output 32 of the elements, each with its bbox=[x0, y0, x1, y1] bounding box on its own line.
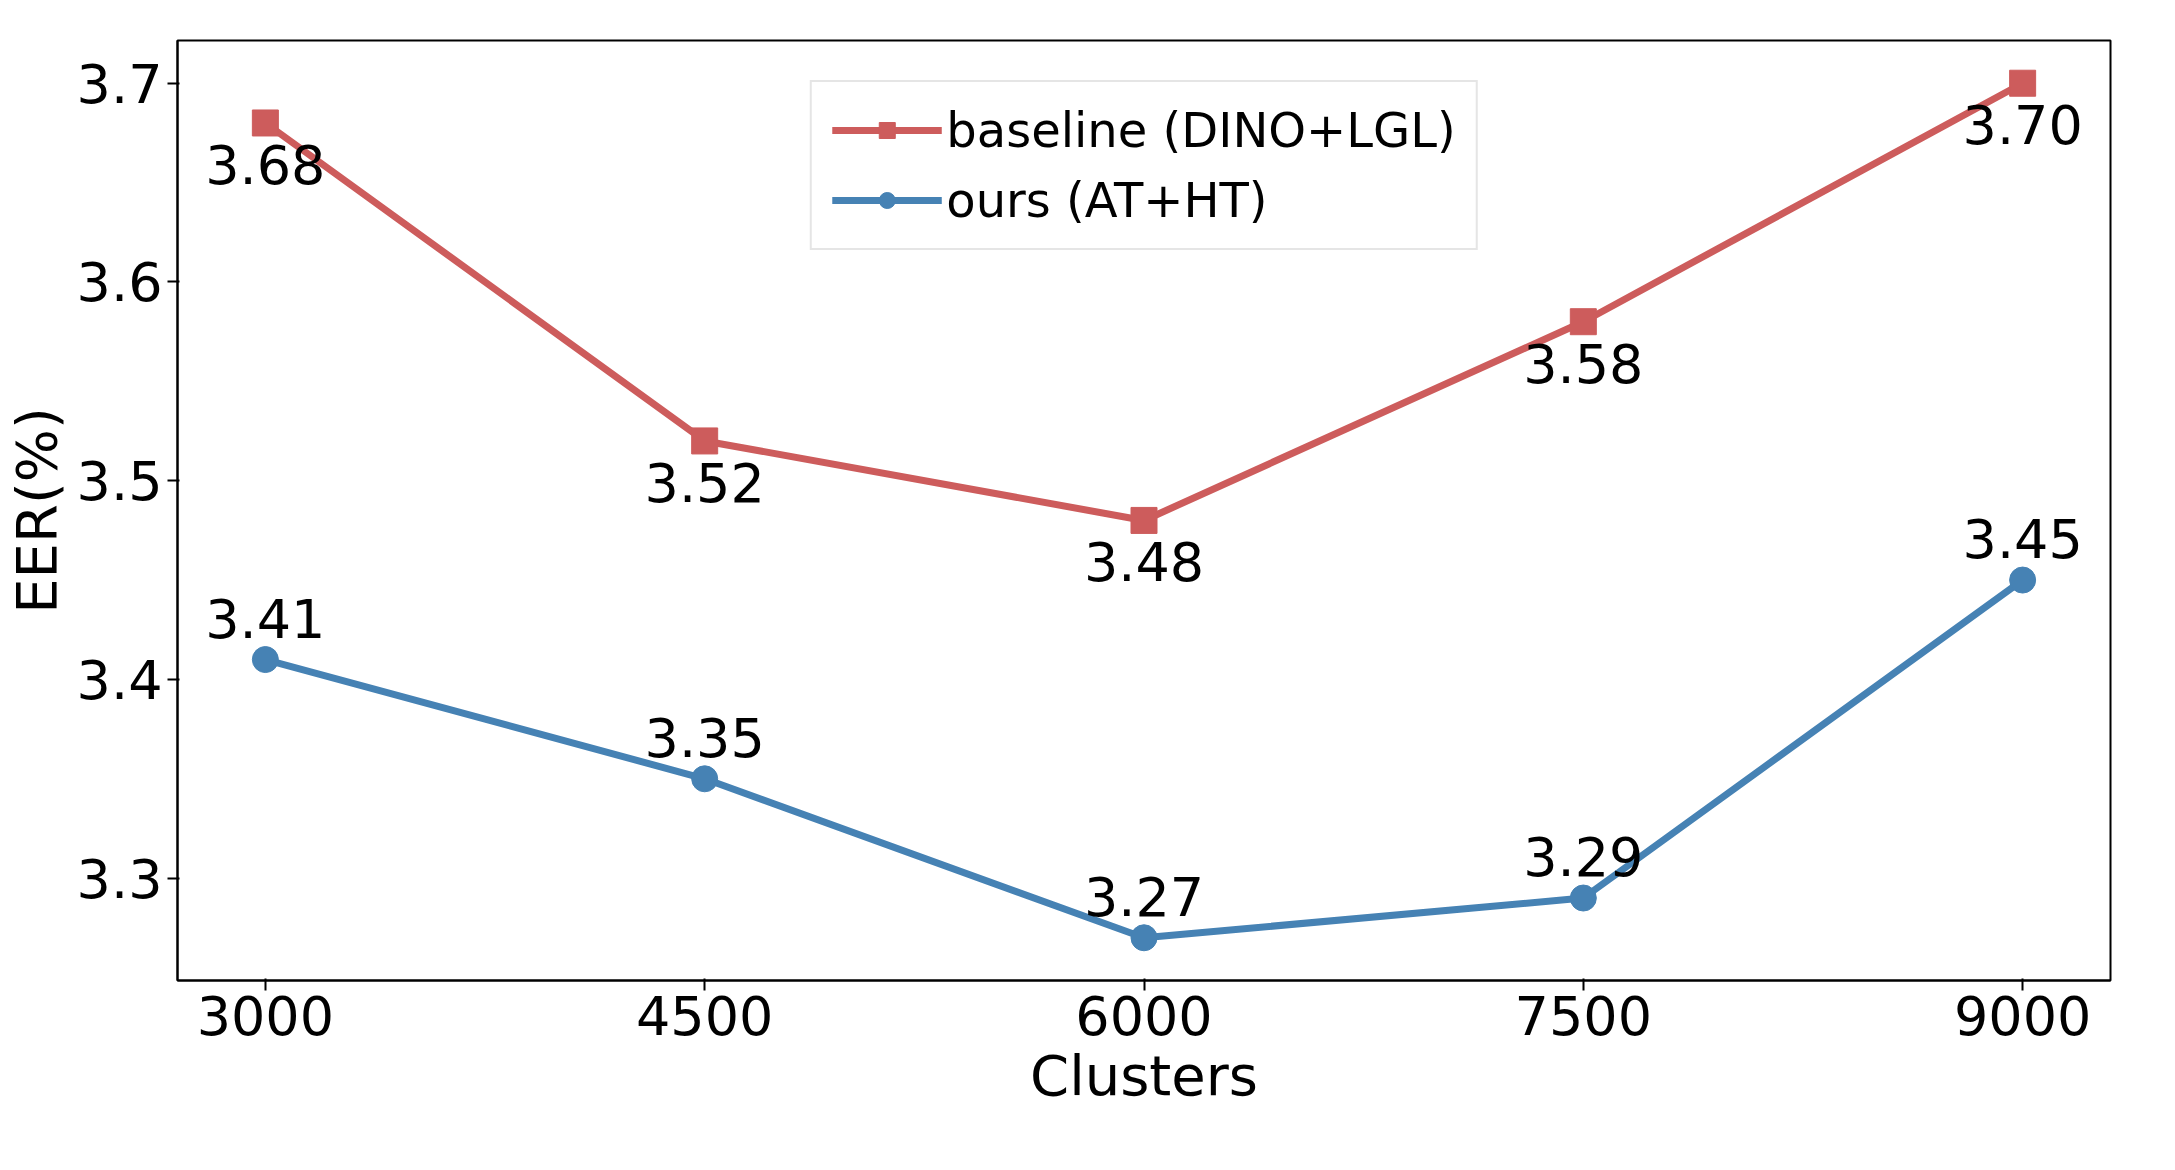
y-tick-label: 3.3 bbox=[76, 847, 163, 911]
y-tick-label: 3.7 bbox=[76, 52, 163, 116]
data-label: 3.58 bbox=[1523, 332, 1644, 396]
data-label: 3.70 bbox=[1962, 94, 2083, 158]
x-tick-label: 9000 bbox=[1953, 984, 2092, 1048]
point bbox=[1569, 308, 1597, 336]
data-label: 3.41 bbox=[205, 587, 326, 651]
point bbox=[2009, 566, 2037, 594]
point bbox=[251, 646, 279, 674]
y-tick-label: 3.4 bbox=[76, 648, 163, 712]
point bbox=[1130, 924, 1158, 952]
point bbox=[2009, 69, 2037, 97]
data-label: 3.27 bbox=[1083, 865, 1205, 929]
data-label: 3.29 bbox=[1523, 826, 1644, 890]
point bbox=[1569, 884, 1597, 912]
legend-label: baseline (DINO+LGL) bbox=[946, 102, 1456, 158]
data-label: 3.52 bbox=[644, 451, 765, 515]
point bbox=[691, 765, 719, 793]
point bbox=[1130, 506, 1158, 534]
data-label: 3.48 bbox=[1083, 531, 1205, 595]
x-tick-label: 3000 bbox=[196, 984, 335, 1048]
y-tick-label: 3.6 bbox=[76, 251, 163, 315]
x-tick-label: 4500 bbox=[635, 984, 774, 1048]
legend-label: ours (AT+HT) bbox=[946, 172, 1268, 228]
point bbox=[691, 427, 719, 455]
data-label: 3.68 bbox=[205, 133, 326, 197]
y-axis-title: EER(%) bbox=[3, 407, 69, 614]
y-tick-label: 3.5 bbox=[76, 450, 163, 514]
point bbox=[251, 109, 279, 137]
data-label: 3.45 bbox=[1962, 508, 2083, 572]
x-tick-label: 7500 bbox=[1514, 984, 1653, 1048]
data-label: 3.35 bbox=[644, 706, 765, 770]
